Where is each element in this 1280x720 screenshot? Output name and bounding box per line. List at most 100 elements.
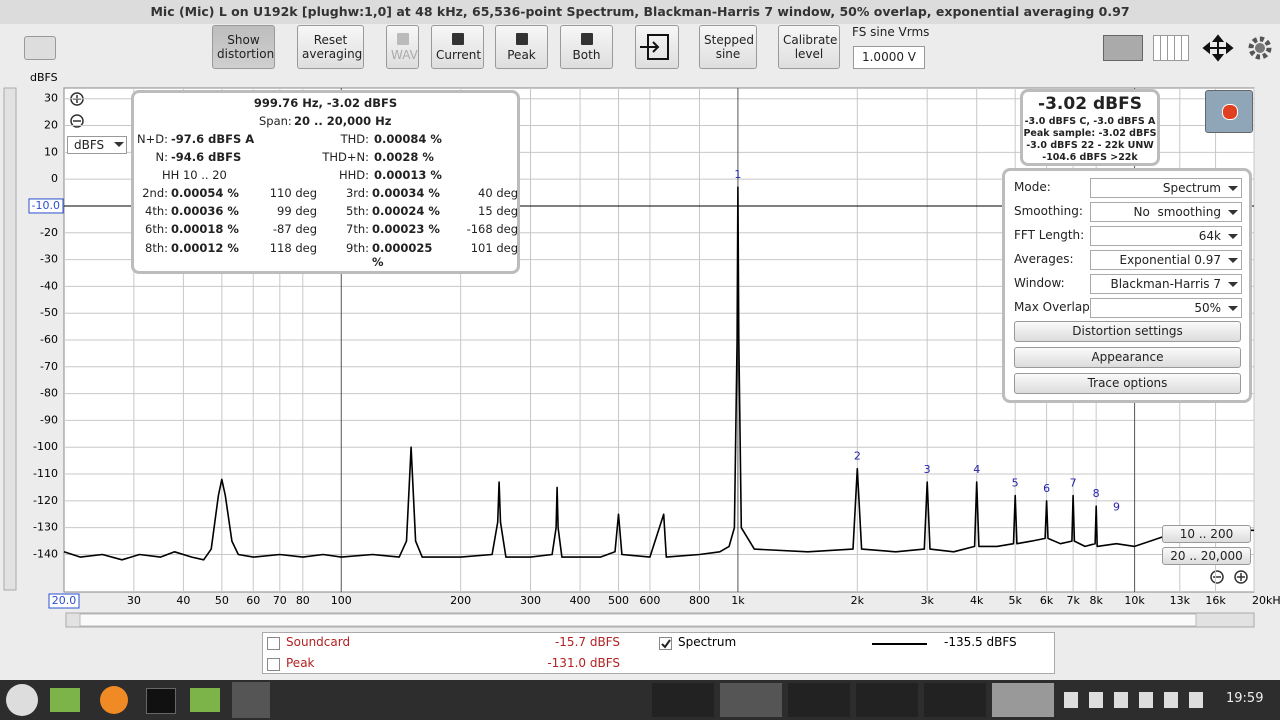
field-label: Averages: [1014,252,1074,266]
y-tick-label: -90 [40,413,58,426]
import-button[interactable] [635,25,679,69]
harmonic-marker: 7 [1070,476,1077,489]
field-value: Exponential 0.97 [1119,253,1222,267]
v-scrollbar[interactable] [3,87,17,591]
tray-icons[interactable] [1064,692,1214,708]
control-button[interactable]: Distortion settings [1014,321,1241,342]
harmonic-phase: 110 deg [269,186,317,200]
cursor-x-box [48,593,80,609]
cursor-y-label: -10.0 [32,199,60,212]
legend-swatch [872,643,927,645]
field-value: Blackman-Harris 7 [1110,277,1221,291]
toolbar-button[interactable]: Reset averaging [297,25,364,69]
harmonic-label: 8th: [145,241,168,255]
harmonic-value: 0.00012 % [171,241,239,255]
workspace-5[interactable] [924,683,986,717]
y-tick-label: -140 [33,547,58,560]
layout-icon[interactable] [1103,35,1143,61]
field-select[interactable]: 64k [1090,226,1242,246]
floppy-icon [580,32,593,45]
workspace-3[interactable] [788,683,850,717]
workspace-4[interactable] [856,683,918,717]
x-tick-label: 400 [570,594,591,607]
cursor-x-label: 20.0 [52,594,77,607]
toolbar-button[interactable]: Show distortion [212,25,275,69]
readout-line: -104.6 dBFS >22k [1042,152,1138,163]
button-label: WAV [391,47,418,62]
summary-label: HHD: [338,168,369,182]
summary-value: 0.00084 % [374,132,442,146]
summary-value: -94.6 dBFS [171,150,242,164]
field-label: Smoothing: [1014,204,1083,218]
workspace-2[interactable] [720,683,782,717]
control-button[interactable]: Appearance [1014,347,1241,368]
dropdown-arrow [1228,210,1238,220]
settings-icon[interactable] [1248,36,1272,60]
dropdown-arrow [1228,282,1238,292]
record-indicator [1222,104,1238,120]
harmonic-marker: 5 [1012,476,1019,489]
harmonic-marker: 2 [854,450,861,463]
menu-icon[interactable] [6,684,38,716]
field-select[interactable]: Spectrum [1090,178,1242,198]
firefox-icon[interactable] [100,686,128,714]
summary-label: THD+N: [322,150,369,164]
field-select[interactable]: Blackman-Harris 7 [1090,274,1242,294]
toolbar-button[interactable]: Peak [495,25,548,69]
dropdown-arrow [1228,186,1238,196]
y-tick-label: 10 [44,145,58,158]
legend-checkbox[interactable] [267,658,280,671]
x-tick-label: 60 [246,594,260,607]
workspace-6[interactable] [992,683,1054,717]
floppy-icon [451,32,464,45]
control-button[interactable]: Trace options [1014,373,1241,394]
harmonic-phase: -168 deg [466,222,518,236]
toolbar-button[interactable]: Current [431,25,484,69]
button-label: Peak [507,47,536,62]
folder-icon[interactable] [190,688,220,712]
legend-name: Soundcard [286,635,351,649]
harmonic-label: 2nd: [142,186,168,200]
harmonic-marker: 8 [1093,487,1100,500]
move-icon[interactable] [1200,34,1236,62]
legend-checkbox[interactable] [267,637,280,650]
legend-checkbox[interactable] [659,637,672,650]
terminal-icon[interactable] [146,688,176,714]
check-path [661,639,671,649]
rew-task[interactable] [232,682,270,718]
camera-button[interactable] [24,36,56,60]
range-button[interactable]: 10 .. 200 [1162,525,1251,543]
record-button[interactable] [1205,90,1253,133]
y-tick-label: -110 [33,467,58,480]
workspace-1[interactable] [652,683,714,717]
toolbar-button[interactable]: WAV [386,25,419,69]
readout-line: Peak sample: -3.02 dBFS [1023,128,1157,139]
y-tick-label: 20 [44,119,58,132]
x-tick-label: 4k [970,594,984,607]
h-scroll-thumb[interactable] [79,613,1197,627]
button-label: Calibrate level [783,33,838,61]
x-tick-label: 7k [1066,594,1080,607]
dropdown-arrow [1228,234,1238,244]
field-value: 64k [1198,229,1221,243]
x-tick-label: 200 [450,594,471,607]
field-select[interactable]: 50% [1090,298,1242,318]
y-unit: dBFS [30,71,58,84]
fs-value[interactable]: 1.0000 V [853,46,925,69]
readout-line: -3.0 dBFS 22 - 22k UNW [1026,140,1154,151]
harmonic-value: 0.00023 % [372,222,440,236]
field-select[interactable]: Exponential 0.97 [1090,250,1242,270]
field-select[interactable]: No smoothing [1090,202,1242,222]
toolbar-button[interactable]: Both [560,25,613,69]
y-tick-label: -20 [40,226,58,239]
harmonic-value: 0.000025 % [372,241,433,269]
y-tick-label: 30 [44,92,58,105]
button-label: Current [436,47,482,62]
toolbar-button[interactable]: Calibrate level [778,25,840,69]
toolbar-button[interactable]: Stepped sine [699,25,757,69]
level-readout: -3.02 dBFS -3.0 dBFS C, -3.0 dBFS A Peak s… [1020,89,1160,166]
files-icon[interactable] [50,688,80,712]
range-button[interactable]: 20 .. 20,000 [1162,547,1251,565]
unit-select[interactable]: dBFS [67,136,127,154]
columns-icon[interactable] [1153,35,1189,61]
